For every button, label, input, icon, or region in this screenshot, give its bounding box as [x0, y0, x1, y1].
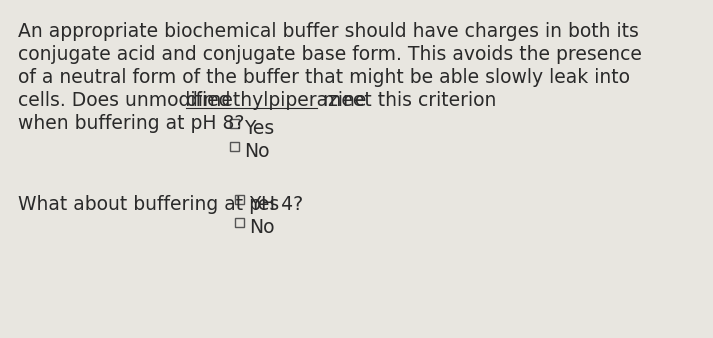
Text: No: No	[244, 142, 270, 161]
Bar	[235, 195, 244, 204]
Text: when buffering at pH 8?: when buffering at pH 8?	[18, 114, 245, 133]
Text: meet this criterion: meet this criterion	[317, 91, 497, 110]
Text: conjugate acid and conjugate base form. This avoids the presence: conjugate acid and conjugate base form. …	[18, 45, 642, 64]
Text: of a neutral form of the buffer that might be able slowly leak into: of a neutral form of the buffer that mig…	[18, 68, 630, 87]
Text: No: No	[249, 218, 275, 237]
Text: An appropriate biochemical buffer should have charges in both its: An appropriate biochemical buffer should…	[18, 22, 639, 41]
Text: cells. Does unmodified: cells. Does unmodified	[18, 91, 237, 110]
Bar	[235, 218, 244, 227]
Text: What about buffering at pH 4?: What about buffering at pH 4?	[18, 195, 303, 214]
Text: Yes: Yes	[249, 195, 279, 214]
Text: Yes: Yes	[244, 119, 275, 138]
Text: dimethylpiperazine: dimethylpiperazine	[186, 91, 366, 110]
Bar	[230, 142, 239, 151]
Bar	[230, 119, 239, 128]
